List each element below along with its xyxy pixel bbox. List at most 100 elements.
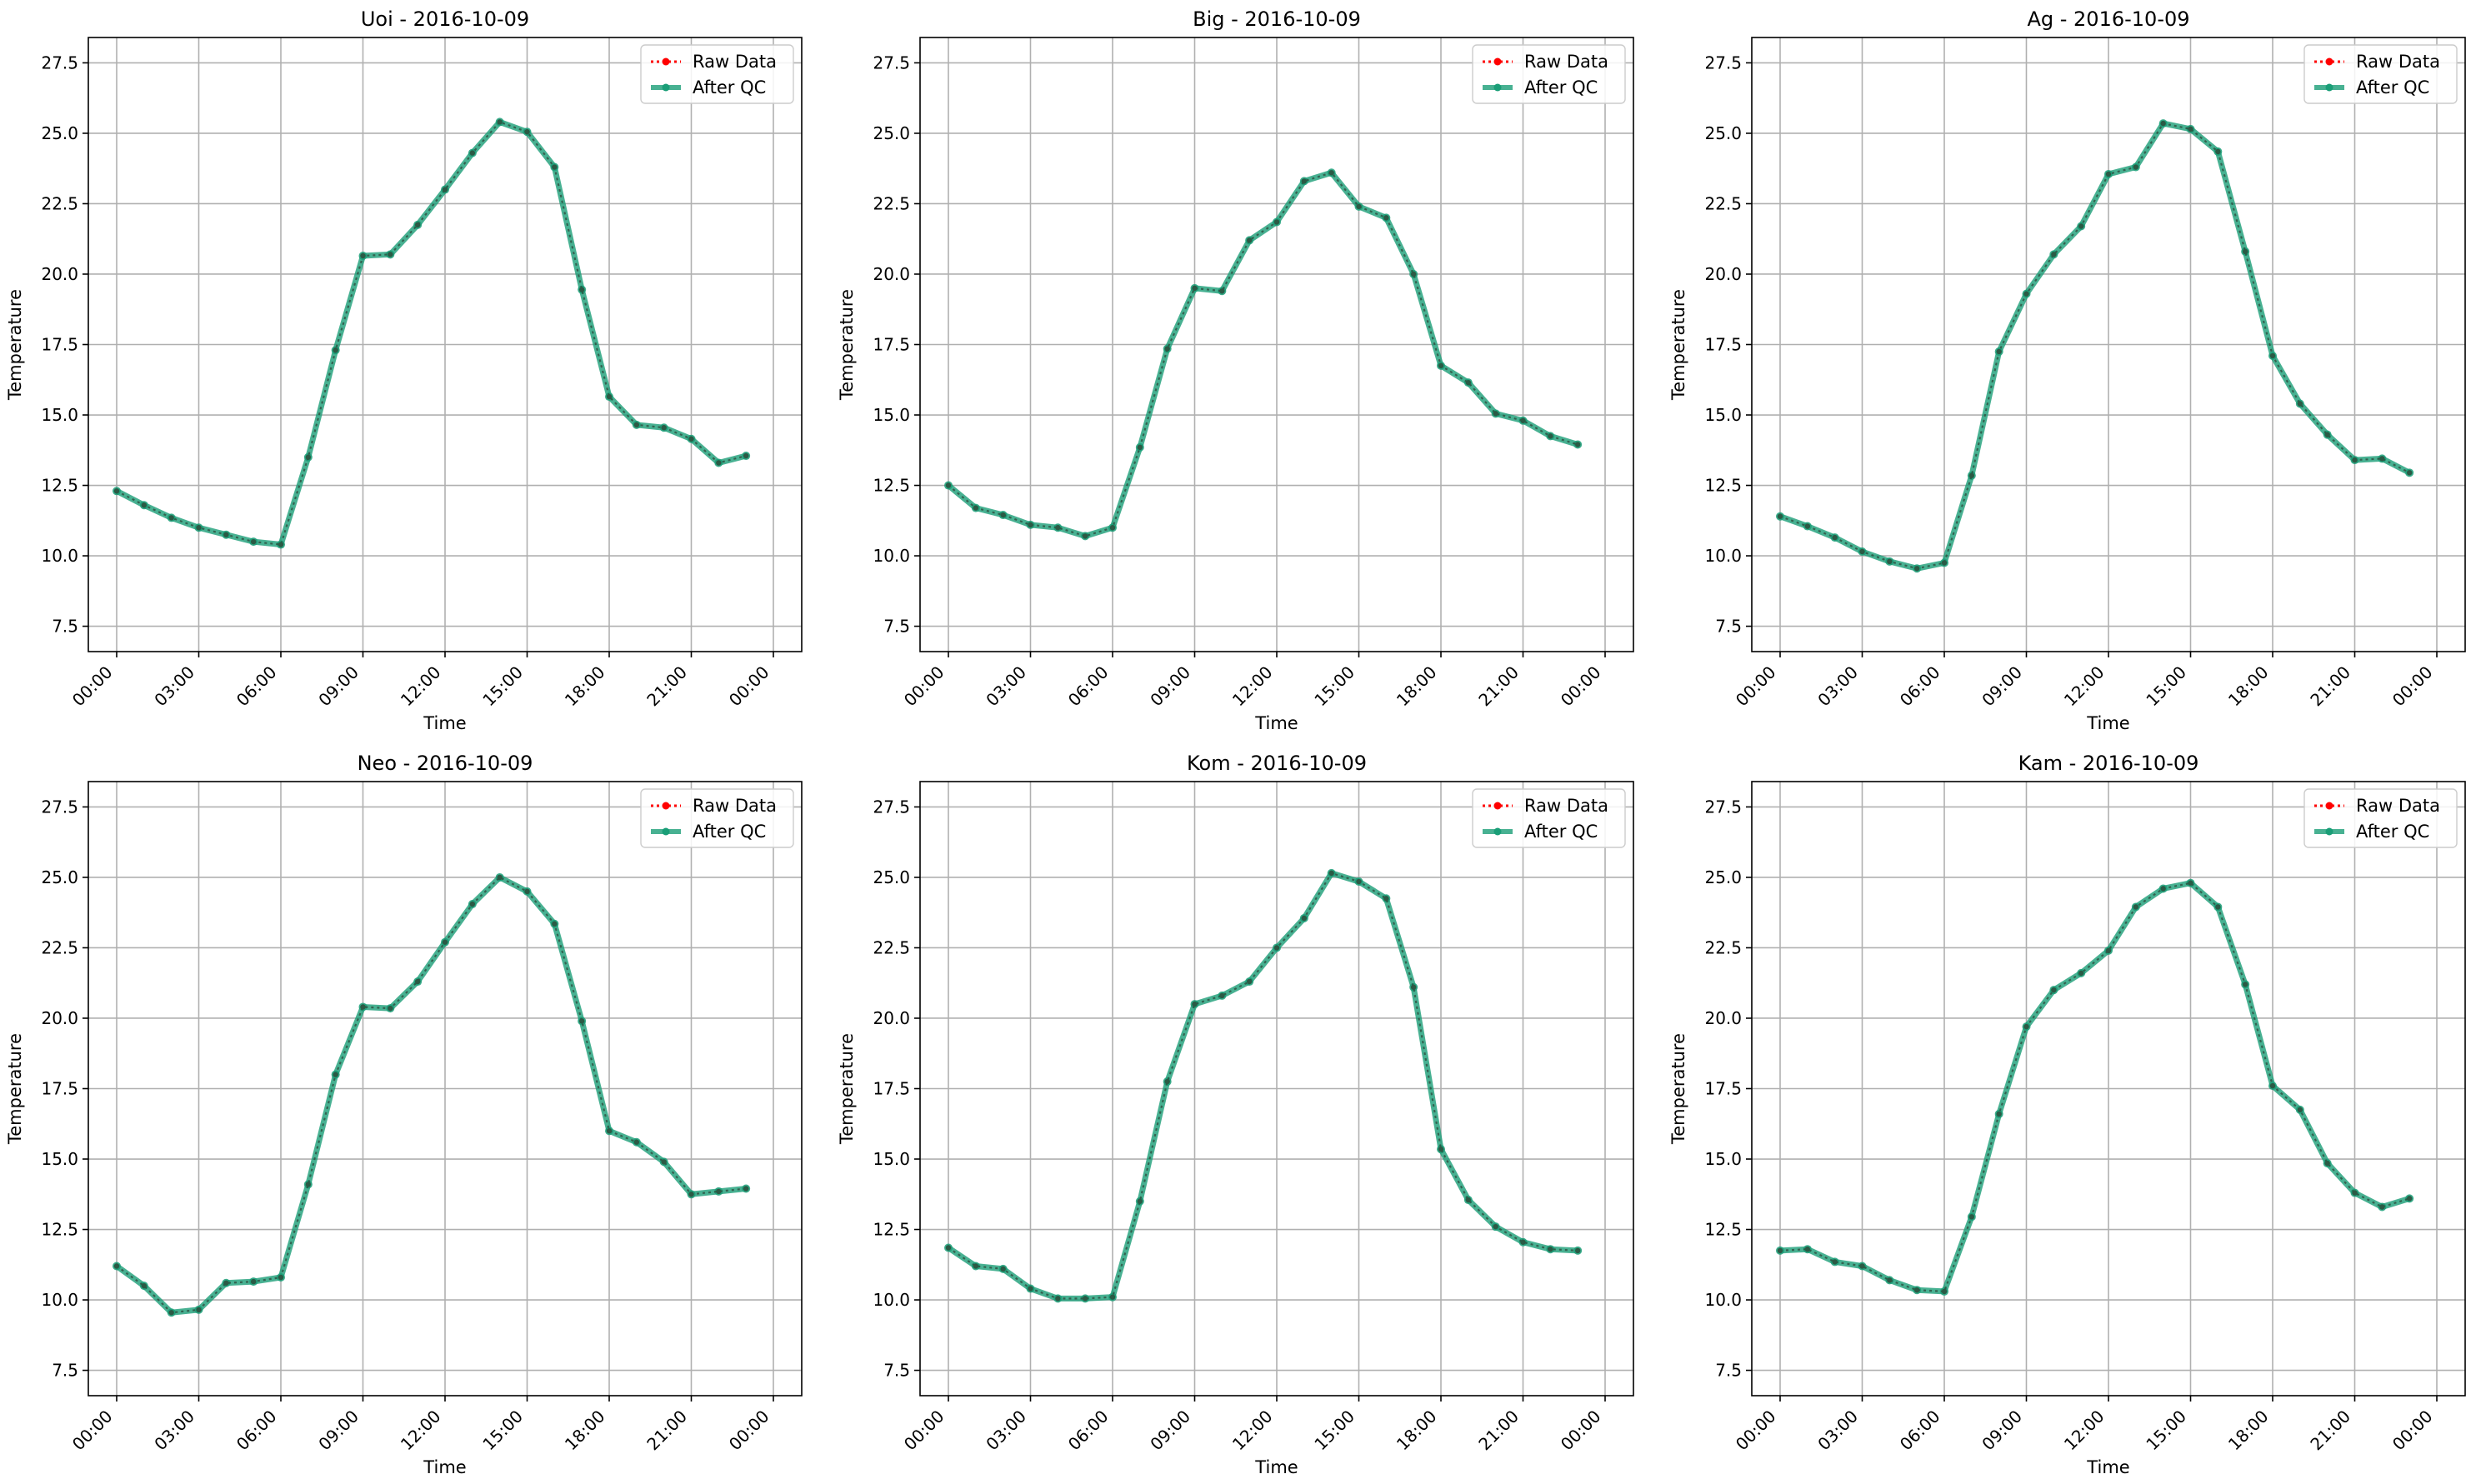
raw-data-point [1438, 362, 1444, 369]
y-tick-label: 25.0 [41, 867, 78, 887]
x-tick-label: 03:00 [1813, 662, 1862, 711]
series-line-raw-data [116, 121, 747, 546]
x-tick-label: 12:00 [397, 1407, 445, 1455]
raw-data-point [1192, 285, 1198, 292]
x-tick-label: 03:00 [982, 662, 1030, 711]
chart-title: Neo - 2016-10-09 [358, 752, 533, 775]
y-tick-label: 7.5 [1715, 1361, 1742, 1381]
raw-data-point [1777, 1247, 1783, 1254]
raw-data-point [2215, 904, 2221, 910]
raw-data-point [1941, 1288, 1948, 1295]
raw-data-point [1941, 560, 1948, 566]
raw-data-point [1273, 945, 1280, 951]
y-tick-label: 25.0 [41, 123, 78, 143]
raw-data-point [2297, 1107, 2303, 1113]
y-tick-label: 22.5 [873, 937, 910, 957]
y-tick-label: 27.5 [873, 797, 910, 817]
chart-title: Kom - 2016-10-09 [1187, 752, 1367, 775]
raw-data-point [1859, 1263, 1865, 1269]
y-tick-label: 15.0 [873, 405, 910, 425]
x-tick-label: 00:00 [900, 662, 948, 711]
y-tick-label: 27.5 [1704, 52, 1742, 72]
raw-data-point [388, 1005, 393, 1012]
raw-data-point [2269, 1082, 2276, 1089]
x-tick-label: 09:00 [1978, 662, 2026, 711]
raw-data-point [278, 1274, 284, 1281]
x-tick-label: 15:00 [1310, 662, 1358, 711]
raw-data-point [1777, 513, 1783, 519]
raw-data-point [1082, 1296, 1088, 1302]
raw-data-point [1328, 870, 1334, 877]
raw-data-point [1137, 1198, 1143, 1204]
raw-data-point [2023, 291, 2029, 297]
legend-marker-after-qc [1493, 827, 1502, 836]
legend-label-raw-data: Raw Data [2356, 52, 2440, 72]
raw-data-point [1493, 1223, 1498, 1230]
raw-data-point [2160, 120, 2166, 127]
x-tick-label: 15:00 [478, 662, 527, 711]
raw-data-point [2051, 252, 2057, 257]
raw-data-point [2188, 126, 2193, 132]
x-tick-label: 18:00 [561, 662, 609, 711]
subplot-2: 7.5 10.0 12.5 15.0 17.5 20.0 22.5 25.0 27.5 00:00… [1668, 7, 2466, 733]
legend-marker-raw-data [1493, 802, 1502, 810]
raw-data-point [1219, 288, 1225, 294]
subplot-5: 7.5 10.0 12.5 15.0 17.5 20.0 22.5 25.0 27.5 00:00… [1668, 752, 2466, 1477]
y-tick-label: 15.0 [1704, 405, 1742, 425]
y-tick-label: 10.0 [1704, 1290, 1742, 1310]
raw-data-point [1859, 548, 1865, 555]
raw-data-point [1996, 348, 2002, 355]
subplot-4: 7.5 10.0 12.5 15.0 17.5 20.0 22.5 25.0 27.5 00:00… [837, 752, 1634, 1477]
chart-title: Kam - 2016-10-09 [2018, 752, 2199, 775]
raw-data-point [1465, 379, 1472, 386]
y-tick-label: 20.0 [1704, 1008, 1742, 1028]
chart-title: Ag - 2016-10-09 [2027, 7, 2189, 31]
y-tick-label: 22.5 [873, 193, 910, 213]
x-tick-label: 00:00 [1557, 1407, 1605, 1455]
raw-data-point [2242, 248, 2248, 255]
raw-data-point [2352, 457, 2358, 463]
raw-data-point [305, 454, 312, 460]
raw-data-point [945, 1245, 952, 1251]
raw-data-point [606, 393, 613, 400]
raw-data-point [1996, 1111, 2002, 1117]
raw-data-point [688, 436, 694, 442]
legend-marker-after-qc [662, 827, 670, 836]
x-tick-label: 06:00 [233, 1407, 281, 1455]
series-line-raw-data [948, 872, 1578, 1300]
raw-data-point [1465, 1197, 1472, 1203]
raw-data-point [1410, 271, 1417, 277]
raw-data-point [1383, 215, 1389, 221]
x-tick-label: 21:00 [643, 662, 691, 711]
raw-data-point [973, 505, 979, 511]
raw-data-point [1246, 237, 1253, 243]
x-axis-label: Time [2086, 713, 2129, 733]
legend-marker-raw-data [1493, 57, 1502, 66]
y-tick-label: 17.5 [873, 1079, 910, 1099]
raw-data-point [633, 1139, 640, 1145]
x-tick-label: 00:00 [2388, 1407, 2437, 1455]
raw-data-point [388, 252, 393, 257]
y-tick-label: 20.0 [41, 1008, 78, 1028]
raw-data-point [578, 287, 585, 292]
series-line-raw-data [1779, 882, 2410, 1293]
legend: Raw Data After QC [2303, 788, 2458, 848]
raw-data-point [1000, 1266, 1006, 1272]
axes-frame [1751, 37, 2466, 652]
raw-data-point [1410, 984, 1417, 990]
raw-data-point [1055, 1296, 1061, 1302]
raw-data-point [2105, 947, 2112, 954]
raw-data-point [469, 150, 476, 156]
raw-data-point [2160, 886, 2166, 892]
legend: Raw Data After QC [1472, 788, 1626, 848]
x-tick-label: 15:00 [2142, 662, 2190, 711]
raw-data-point [1028, 522, 1033, 528]
raw-data-point [1137, 444, 1143, 451]
x-tick-label: 03:00 [1813, 1407, 1862, 1455]
x-tick-label: 09:00 [314, 662, 363, 711]
raw-data-point [414, 978, 421, 985]
raw-data-point [633, 422, 640, 428]
legend-marker-after-qc [2325, 83, 2333, 92]
raw-data-point [1804, 523, 1811, 529]
legend-label-raw-data: Raw Data [1524, 796, 1608, 816]
